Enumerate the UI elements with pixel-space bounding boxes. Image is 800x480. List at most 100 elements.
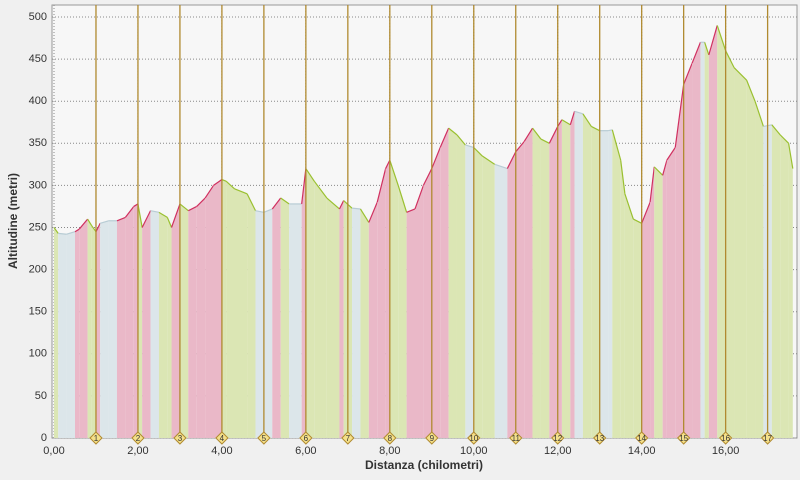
elevation-area [448,128,457,439]
elevation-line [100,220,109,224]
elevation-area [398,185,407,438]
km-marker-label: 7 [346,434,351,443]
km-marker-label: 8 [388,434,393,443]
elevation-area [360,208,369,438]
elevation-area [213,179,222,439]
elevation-line [620,160,626,194]
elevation-line [561,119,571,126]
elevation-line [166,217,173,228]
elevation-line [649,166,655,203]
elevation-area [87,219,92,438]
km-marker-badge [383,431,397,445]
km-marker-label: 4 [220,434,225,443]
elevation-line [406,208,416,213]
y-tick-label: 50 [35,390,47,402]
elevation-line [515,141,525,153]
elevation-line [141,210,152,228]
elevation-line [439,127,450,148]
elevation-area [74,229,80,438]
y-tick-label: 500 [29,11,47,23]
elevation-area [532,128,541,439]
elevation-area [289,203,302,438]
km-marker-badge [299,431,313,445]
elevation-line [733,67,748,81]
km-marker-label: 9 [430,434,435,443]
y-tick-label: 200 [29,264,47,276]
elevation-line [708,25,718,56]
elevation-area [326,198,340,438]
elevation-area [725,50,735,439]
elevation-area [456,134,466,438]
elevation-line [116,216,126,222]
elevation-line [746,79,756,102]
elevation-area [263,208,273,438]
elevation-area [482,155,495,438]
km-marker-badge [257,431,271,445]
elevation-line [133,203,139,207]
elevation-area [108,220,117,438]
elevation-line [431,147,441,169]
km-marker-badge [718,431,733,445]
elevation-line [53,227,59,234]
elevation-area [675,84,684,439]
x-tick-label: 4,00 [211,445,232,457]
km-marker-label: 5 [262,434,267,443]
elevation-line [641,202,651,224]
elevation-line [448,127,458,136]
elevation-line [624,193,634,220]
elevation-line [338,200,345,210]
elevation-line [414,185,424,210]
elevation-line [280,197,290,205]
elevation-area [662,160,667,438]
elevation-area [692,42,701,438]
elevation-area [58,233,67,438]
y-tick-label: 100 [29,348,47,360]
x-tick-label: 16,00 [712,445,740,457]
elevation-area [557,119,562,438]
x-axis-title: Distanza (chilometri) [365,458,483,472]
elevation-line [532,127,542,140]
elevation-line [506,151,517,169]
elevation-line [313,180,328,199]
elevation-line [771,124,781,136]
x-tick-label: 0,00 [43,445,64,457]
elevation-line [137,203,143,228]
elevation-area [734,67,747,439]
km-marker-label: 15 [679,434,688,443]
elevation-line [385,159,391,169]
elevation-area [650,166,655,438]
elevation-line [662,159,668,176]
elevation-area [591,126,600,439]
elevation-line [523,127,534,142]
elevation-area [683,63,693,439]
elevation-area [95,223,101,438]
km-marker-label: 13 [595,434,604,443]
km-marker-label: 3 [178,434,183,443]
elevation-area [700,42,705,438]
elevation-line [196,197,206,207]
km-marker-label: 11 [512,434,521,443]
elevation-line [221,178,227,182]
elevation-line [653,166,664,176]
elevation-line [481,155,496,165]
elevation-line [494,163,508,170]
elevation-line [170,203,181,228]
elevation-area [746,80,756,439]
y-tick-label: 0 [41,432,47,444]
elevation-line [666,147,676,161]
elevation-line [158,211,168,218]
elevation-line [58,232,67,235]
km-marker-label: 1 [94,434,99,443]
elevation-line [591,125,600,132]
elevation-area [196,198,206,438]
elevation-line [465,144,474,149]
elevation-line [456,134,466,146]
elevation-area [368,202,378,438]
elevation-area [247,193,256,438]
elevation-area [167,217,172,438]
elevation-line [725,50,735,68]
elevation-area [158,212,168,438]
elevation-line [607,129,613,132]
elevation-line [74,228,80,233]
elevation-area [406,208,416,438]
